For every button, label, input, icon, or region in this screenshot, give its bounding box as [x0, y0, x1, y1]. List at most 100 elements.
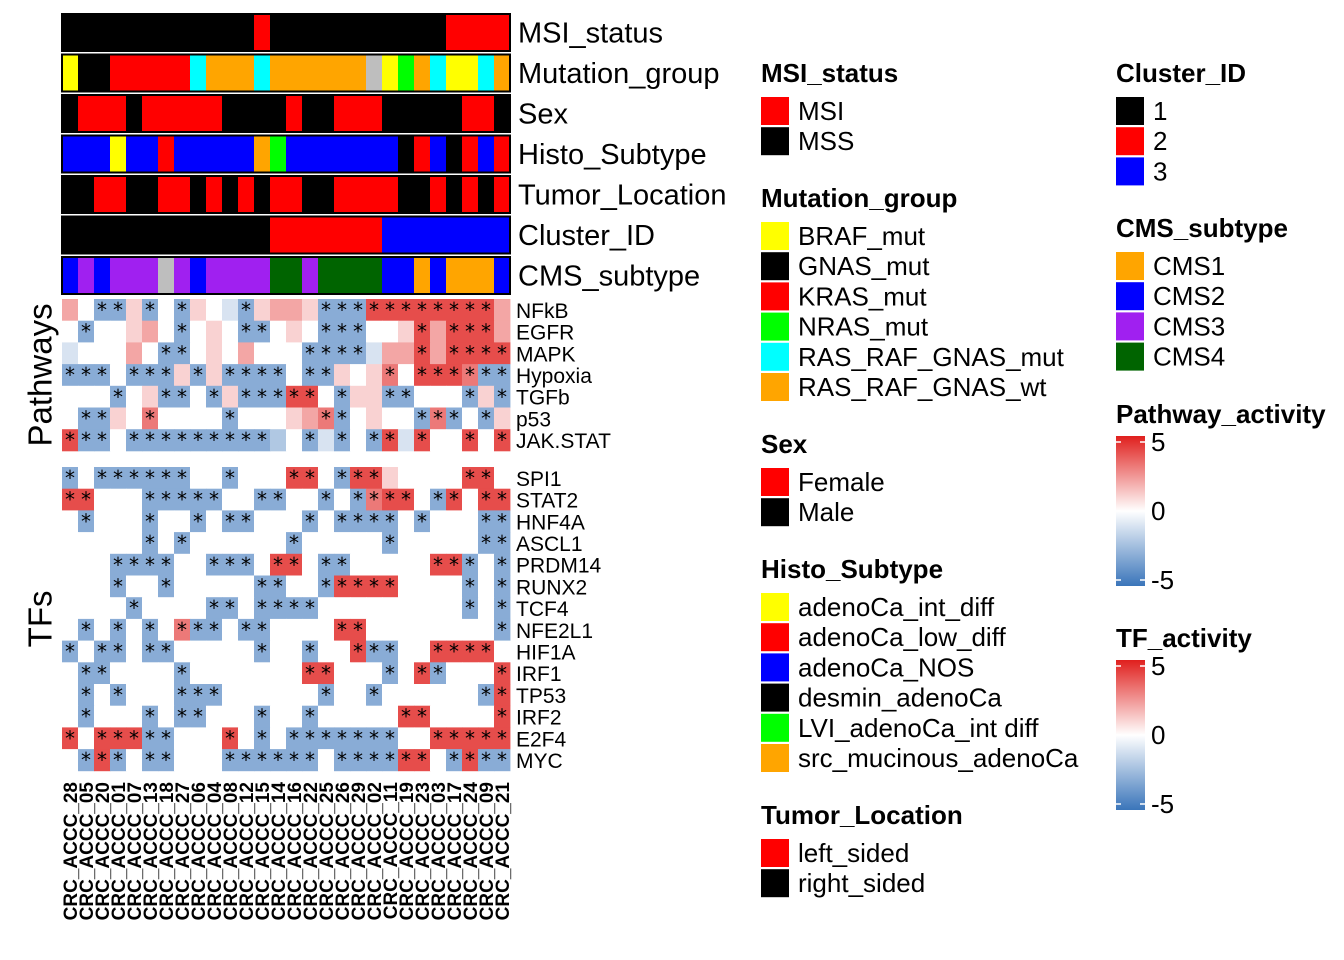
heatmap-cell: [350, 640, 367, 663]
heatmap-cell: [62, 407, 79, 430]
heatmap-cell: [494, 749, 511, 772]
heatmap-cell: [366, 532, 383, 555]
significance-star: *: [65, 726, 75, 750]
heatmap-cell: [446, 342, 463, 365]
heatmap-cell: [190, 553, 207, 576]
heatmap-cell: [78, 727, 95, 750]
annotation-cell: [126, 54, 143, 92]
significance-star: *: [337, 428, 347, 452]
annotation-cell: [318, 54, 335, 92]
heatmap-cell: [430, 640, 447, 663]
heatmap-cell: [174, 429, 191, 452]
heatmap-cell: [238, 342, 255, 365]
significance-star: *: [385, 661, 395, 685]
annotation-cell: [382, 135, 399, 173]
annotation-cell: [126, 176, 143, 213]
significance-star: *: [177, 683, 187, 707]
column-label: CRC_ACCC_26: [333, 782, 354, 920]
significance-star: *: [161, 640, 171, 664]
heatmap-cell: [398, 510, 415, 533]
heatmap-cell: [62, 662, 79, 685]
annotation-cell: [398, 176, 415, 213]
colorbar-tick-label: 5: [1151, 651, 1165, 681]
heatmap-cell: [142, 299, 159, 322]
heatmap-cell: [190, 749, 207, 772]
legend-swatch: [761, 468, 789, 496]
legend-item-label: CMS1: [1153, 251, 1225, 281]
heatmap-cell: [366, 727, 383, 750]
heatmap-cell: [238, 510, 255, 533]
heatmap-cell: [478, 640, 495, 663]
heatmap-cell: [350, 364, 367, 387]
annotation-label: Tumor_Location: [518, 180, 726, 212]
column-label: CRC_ACCC_14: [269, 782, 290, 921]
annotation-cell: [190, 216, 207, 254]
annotation-cell: [206, 54, 223, 92]
annotation-cell: [254, 54, 271, 92]
heatmap-cell: [174, 553, 191, 576]
heatmap-cell: [238, 364, 255, 387]
annotation-cell: [318, 14, 335, 51]
significance-star: *: [465, 640, 475, 664]
heatmap-cell: [254, 364, 271, 387]
column-label: CRC_ACCC_01: [109, 782, 130, 921]
annotation-cell: [414, 54, 431, 92]
pathways-block: * * * * * * * * * * * * * * * ** * * * * * * * * * ** * * * * * * * * * ** *…: [62, 298, 511, 452]
heatmap-cell: [414, 727, 431, 750]
heatmap-cell: [142, 705, 159, 728]
heatmap-cell: [494, 618, 511, 641]
heatmap-cell: [62, 429, 79, 452]
significance-star: *: [353, 618, 363, 642]
heatmap-cell: [286, 364, 303, 387]
annotation-cell: [366, 257, 383, 294]
annotation-cell: [254, 257, 271, 294]
significance-star: *: [193, 683, 203, 707]
significance-star: *: [433, 363, 443, 387]
heatmap-cell: [318, 684, 335, 707]
annotation-cell: [334, 176, 351, 213]
annotation-cell: [190, 95, 207, 132]
heatmap-cell: [494, 727, 511, 750]
significance-star: *: [369, 509, 379, 533]
heatmap-cell: [158, 510, 175, 533]
heatmap-cell: [462, 342, 479, 365]
annotation-cell: [254, 135, 271, 173]
significance-star: *: [177, 341, 187, 365]
heatmap-cell: [126, 320, 143, 343]
legend-item-label: src_mucinous_adenoCa: [798, 743, 1079, 773]
significance-star: *: [257, 488, 267, 512]
legend-swatch: [761, 97, 789, 125]
significance-star: *: [241, 298, 251, 322]
significance-star: *: [177, 385, 187, 409]
significance-star: *: [305, 428, 315, 452]
row-label: SPI1: [516, 468, 562, 491]
heatmap-cell: [334, 467, 351, 490]
heatmap-cell: [222, 429, 239, 452]
significance-star: *: [353, 726, 363, 750]
significance-star: *: [321, 298, 331, 322]
significance-star: *: [177, 466, 187, 490]
annotation-cell: [190, 257, 207, 294]
heatmap-cell: [318, 553, 335, 576]
column-label: CRC_ACCC_23: [413, 782, 434, 920]
heatmap-cell: [190, 510, 207, 533]
heatmap-cell: [126, 385, 143, 408]
heatmap-cell: [78, 662, 95, 685]
heatmap-cell: [222, 510, 239, 533]
heatmap-cell: [174, 342, 191, 365]
heatmap-cell: [94, 575, 111, 598]
significance-star: *: [225, 596, 235, 620]
heatmap-cell: [254, 429, 271, 452]
heatmap-cell: [286, 407, 303, 430]
heatmap-cell: [398, 532, 415, 555]
annotation-cell: [78, 257, 95, 294]
significance-star: *: [81, 509, 91, 533]
annotation-cell: [270, 257, 287, 294]
heatmap-cell: [286, 385, 303, 408]
annotation-cell: [494, 257, 511, 294]
significance-star: *: [241, 748, 251, 772]
heatmap-cell: [494, 553, 511, 576]
significance-star: *: [321, 683, 331, 707]
